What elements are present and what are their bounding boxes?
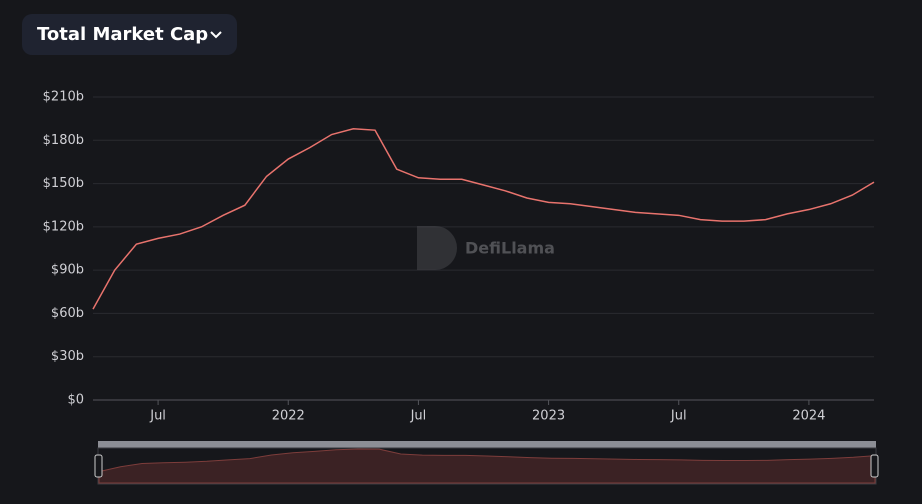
line-series xyxy=(92,127,875,310)
y-tick-label: $60b xyxy=(51,306,84,321)
dropdown-button[interactable] xyxy=(22,14,237,55)
chart-title: Total Market Cap xyxy=(37,24,208,45)
x-tick-label: Jul xyxy=(410,409,427,424)
metric-dropdown[interactable]: Total Market Cap xyxy=(22,14,237,55)
y-tick-label: $180b xyxy=(43,133,84,148)
navigator-handle-right[interactable] xyxy=(870,454,879,478)
navigator-bar[interactable] xyxy=(98,441,876,448)
y-tick-label: $120b xyxy=(43,219,84,234)
x-tick-label: Jul xyxy=(149,409,166,424)
y-tick-label: $0 xyxy=(67,393,84,408)
watermark-logo xyxy=(417,226,457,270)
y-tick-label: $210b xyxy=(43,90,84,105)
dropdown-chevron xyxy=(210,31,222,39)
y-tick-label: $150b xyxy=(43,176,84,191)
navigator-handle-left[interactable] xyxy=(94,454,103,478)
x-tick-label: 2022 xyxy=(272,409,305,424)
navigator-area xyxy=(98,448,876,484)
y-tick-label: $30b xyxy=(51,349,84,364)
x-tick-label: Jul xyxy=(670,409,687,424)
watermark: DefiLlama xyxy=(417,226,555,270)
watermark-text: DefiLlama xyxy=(465,239,555,258)
x-tick-label: 2024 xyxy=(792,409,825,424)
x-tick-label: 2023 xyxy=(532,409,565,424)
y-tick-label: $90b xyxy=(51,263,84,278)
